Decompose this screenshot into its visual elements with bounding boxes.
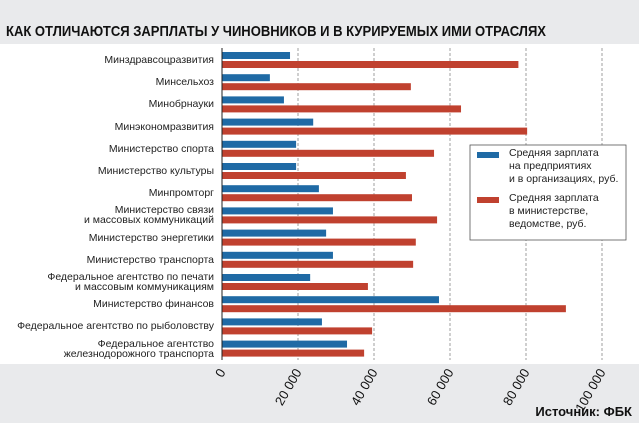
bar xyxy=(222,349,365,357)
bar xyxy=(222,274,311,281)
chart-title: КАК ОТЛИЧАЮТСЯ ЗАРПЛАТЫ У ЧИНОВНИКОВ И В… xyxy=(6,23,546,40)
y-tick-label: Федеральное агентство железнодорожного т… xyxy=(63,337,214,360)
x-tick-label: 20 000 xyxy=(272,366,305,408)
y-tick-label: Министерство культуры xyxy=(97,165,214,177)
y-tick-label: Минсельхоз xyxy=(155,76,214,89)
bar xyxy=(222,74,270,82)
bar xyxy=(222,149,435,157)
bar xyxy=(222,172,406,179)
y-tick-label: Федеральное агентство по печати и массов… xyxy=(47,271,214,293)
legend-box xyxy=(469,144,627,241)
x-tick-label: 40 000 xyxy=(348,366,381,408)
y-tick-label: Минпромторг xyxy=(148,187,214,200)
bar xyxy=(222,61,519,68)
bar xyxy=(222,96,284,104)
y-tick-label: Министерство спорта xyxy=(108,142,214,155)
bar xyxy=(222,216,438,224)
bar xyxy=(222,127,528,135)
y-tick-label: Минздравсоцразвития xyxy=(104,54,214,66)
bar xyxy=(222,185,319,193)
bar xyxy=(222,251,333,259)
x-tick-label: 80 000 xyxy=(500,366,533,408)
bar xyxy=(222,318,322,326)
bar xyxy=(222,305,566,313)
bar xyxy=(222,207,333,215)
y-tick-label: Министерство связи и массовых коммуникац… xyxy=(83,204,214,227)
bar xyxy=(222,296,439,304)
y-tick-label: Министерство транспорта xyxy=(86,253,214,266)
bar xyxy=(222,140,297,148)
y-tick-label: Федеральное агентство по рыболовству xyxy=(17,320,214,333)
y-tick-label: Минэкономразвития xyxy=(114,120,214,133)
y-tick-label: Министерство энергетики xyxy=(88,231,214,244)
legend-entry: Средняя зарплата на предприятиях и в орг… xyxy=(509,147,619,185)
legend-entry: Средняя зарплата в министерстве, ведомст… xyxy=(509,192,599,230)
bar xyxy=(222,238,416,246)
legend-swatch xyxy=(477,152,499,158)
y-tick-label: Минобрнауки xyxy=(148,98,214,111)
bar xyxy=(222,229,327,237)
bar xyxy=(222,194,412,202)
bar xyxy=(222,105,462,113)
bar xyxy=(222,327,373,335)
bar xyxy=(222,260,414,268)
bar xyxy=(222,52,291,59)
source: Источник: ФБК xyxy=(535,404,632,419)
bar xyxy=(222,83,411,91)
bar xyxy=(222,163,297,170)
legend-swatch xyxy=(477,197,499,203)
bar xyxy=(222,340,348,348)
bar xyxy=(222,283,368,290)
y-tick-label: Министерство финансов xyxy=(93,298,214,311)
x-tick-label: 60 000 xyxy=(424,366,457,408)
x-tick-label: 0 xyxy=(212,366,229,380)
bar xyxy=(222,118,314,126)
